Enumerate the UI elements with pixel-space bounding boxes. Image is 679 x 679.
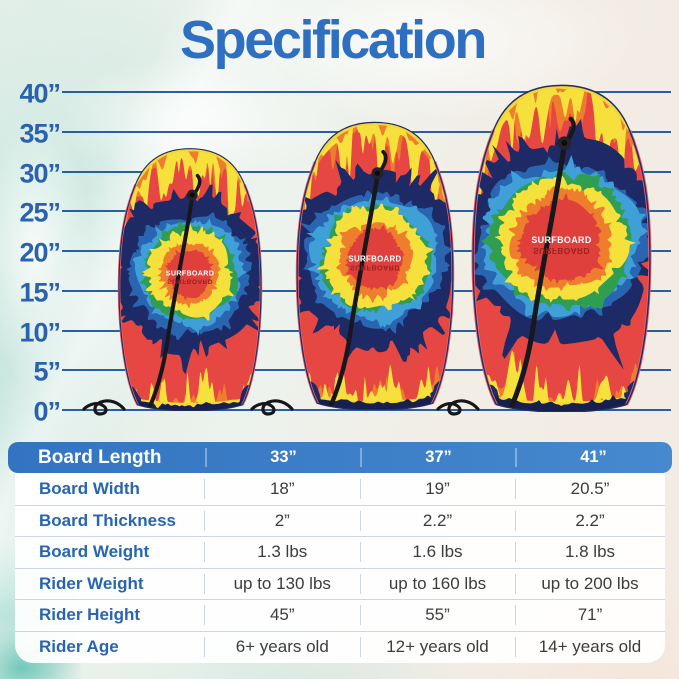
svg-text:SURFBOARD: SURFBOARD	[348, 254, 401, 263]
svg-text:SURFBOARD: SURFBOARD	[167, 277, 213, 284]
svg-text:SURFBOARD: SURFBOARD	[533, 246, 590, 256]
svg-text:SURFBOARD: SURFBOARD	[166, 269, 214, 277]
svg-text:SURFBOARD: SURFBOARD	[350, 264, 400, 273]
svg-text:SURFBOARD: SURFBOARD	[531, 235, 592, 245]
